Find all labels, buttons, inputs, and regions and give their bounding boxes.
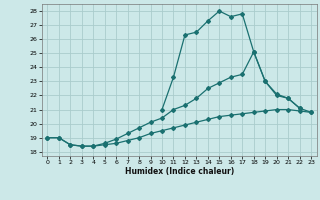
X-axis label: Humidex (Indice chaleur): Humidex (Indice chaleur) bbox=[124, 167, 234, 176]
